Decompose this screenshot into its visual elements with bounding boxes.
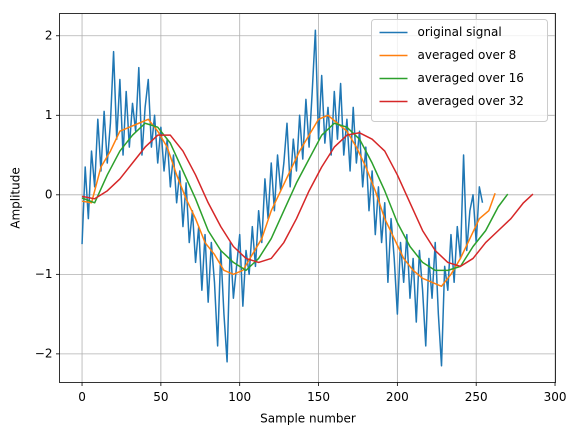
y-axis-label: Amplitude: [9, 167, 23, 229]
x-tick-label: 0: [78, 390, 86, 404]
y-tick-label: −1: [35, 267, 53, 281]
legend-box: [371, 19, 548, 122]
y-tick-label: −2: [35, 346, 53, 360]
legend-label: averaged over 32: [418, 94, 524, 108]
legend-label: averaged over 8: [418, 48, 517, 62]
y-tick-label: 0: [45, 187, 53, 201]
line: [81, 114, 496, 288]
legend-label: original signal: [418, 25, 502, 39]
x-tick-label: 250: [465, 390, 488, 404]
line: [81, 29, 484, 367]
x-tick-label: 200: [386, 390, 409, 404]
x-tick-label: 150: [307, 390, 330, 404]
legend-label: averaged over 16: [418, 71, 524, 85]
plot-frame: [59, 13, 556, 383]
x-axis-label: Sample number: [260, 412, 356, 426]
y-tick-label: 1: [45, 108, 53, 122]
x-tick-label: 100: [228, 390, 251, 404]
y-tick-label: 2: [45, 28, 53, 42]
line: [81, 132, 534, 268]
x-tick-label: 50: [153, 390, 168, 404]
x-tick-label: 300: [544, 390, 567, 404]
line: [81, 122, 509, 272]
